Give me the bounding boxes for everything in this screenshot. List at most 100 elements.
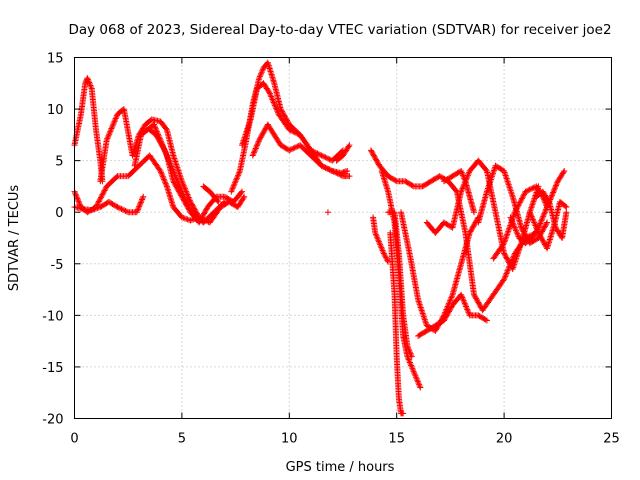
x-tick-label: 15 xyxy=(388,432,405,447)
data-point xyxy=(98,193,105,200)
data-point xyxy=(504,229,511,236)
data-point xyxy=(338,172,345,179)
data-point xyxy=(103,137,110,144)
data-point xyxy=(88,83,95,90)
data-point xyxy=(159,173,166,180)
data-point xyxy=(523,233,530,240)
data-point xyxy=(201,210,208,217)
series-arc-12 xyxy=(333,142,353,164)
data-point xyxy=(221,198,228,205)
data-point xyxy=(76,199,83,206)
data-point xyxy=(96,197,103,204)
data-point xyxy=(324,209,331,216)
data-point xyxy=(183,199,190,206)
data-point xyxy=(288,127,295,134)
data-point xyxy=(118,205,125,212)
data-point xyxy=(448,293,455,300)
data-point xyxy=(156,138,163,145)
data-point xyxy=(514,203,521,210)
data-point xyxy=(378,244,385,251)
data-point xyxy=(466,229,473,236)
data-point xyxy=(86,79,93,86)
data-point xyxy=(433,326,440,333)
data-point xyxy=(553,181,560,188)
data-point xyxy=(161,146,167,153)
chart-title: Day 068 of 2023, Sidereal Day-to-day VTE… xyxy=(68,22,611,38)
data-point xyxy=(261,126,268,133)
data-point xyxy=(249,152,256,159)
series-arc-26 xyxy=(533,188,570,241)
plot-border xyxy=(74,57,612,419)
data-point xyxy=(165,156,172,163)
data-point xyxy=(164,154,171,161)
y-tick-label: -20 xyxy=(42,413,63,428)
x-axis-title: GPS time / hours xyxy=(286,460,395,475)
data-point xyxy=(200,211,207,218)
data-point xyxy=(220,199,227,206)
data-point xyxy=(526,186,533,193)
data-point xyxy=(91,206,98,213)
data-point xyxy=(519,225,525,232)
data-point xyxy=(541,223,548,230)
data-point xyxy=(241,193,248,200)
data-point xyxy=(113,174,120,181)
data-point xyxy=(445,308,452,315)
data-point xyxy=(233,175,240,182)
data-point xyxy=(256,73,263,80)
data-point xyxy=(179,189,186,196)
data-point xyxy=(500,277,507,284)
data-point xyxy=(138,197,145,204)
data-point xyxy=(375,238,382,245)
data-point xyxy=(406,349,413,356)
data-point xyxy=(551,185,558,192)
data-point xyxy=(112,116,119,123)
data-point xyxy=(550,188,557,195)
data-point xyxy=(323,155,330,162)
data-point xyxy=(72,191,79,198)
data-point xyxy=(230,182,237,189)
data-point xyxy=(482,166,489,173)
data-point xyxy=(376,240,383,247)
data-point xyxy=(503,270,510,277)
data-point xyxy=(139,196,146,203)
data-point xyxy=(462,302,469,309)
data-point xyxy=(153,131,160,138)
data-point xyxy=(408,363,415,370)
data-point xyxy=(414,378,421,385)
data-point xyxy=(508,215,515,222)
data-point xyxy=(190,204,197,211)
data-point xyxy=(540,213,547,220)
data-point xyxy=(538,217,545,224)
data-point xyxy=(251,148,258,155)
data-point xyxy=(551,186,558,193)
data-point xyxy=(288,146,295,153)
data-point xyxy=(525,187,532,194)
data-point xyxy=(536,232,543,239)
data-point xyxy=(75,197,82,204)
data-point xyxy=(519,194,526,201)
data-point xyxy=(260,129,267,136)
data-point xyxy=(476,300,483,307)
data-point xyxy=(162,150,169,157)
data-point xyxy=(177,184,184,191)
data-point xyxy=(519,227,526,234)
data-point xyxy=(231,179,238,186)
y-axis-ticks: -20 -15 -10 -5 0 5 10 15 xyxy=(42,52,612,428)
data-point xyxy=(307,147,314,154)
data-point xyxy=(392,177,399,184)
data-point xyxy=(562,203,569,210)
data-point xyxy=(163,182,170,189)
data-point xyxy=(160,176,167,183)
data-point xyxy=(256,135,263,142)
data-point xyxy=(215,198,222,205)
data-point xyxy=(501,240,508,247)
y-tick-label: -5 xyxy=(51,258,64,273)
data-point xyxy=(521,231,528,238)
data-point xyxy=(502,253,509,260)
data-point xyxy=(137,199,144,206)
data-point xyxy=(182,197,189,204)
data-point xyxy=(170,169,177,176)
data-point xyxy=(447,297,454,304)
data-point xyxy=(529,215,536,222)
data-point xyxy=(374,158,381,165)
